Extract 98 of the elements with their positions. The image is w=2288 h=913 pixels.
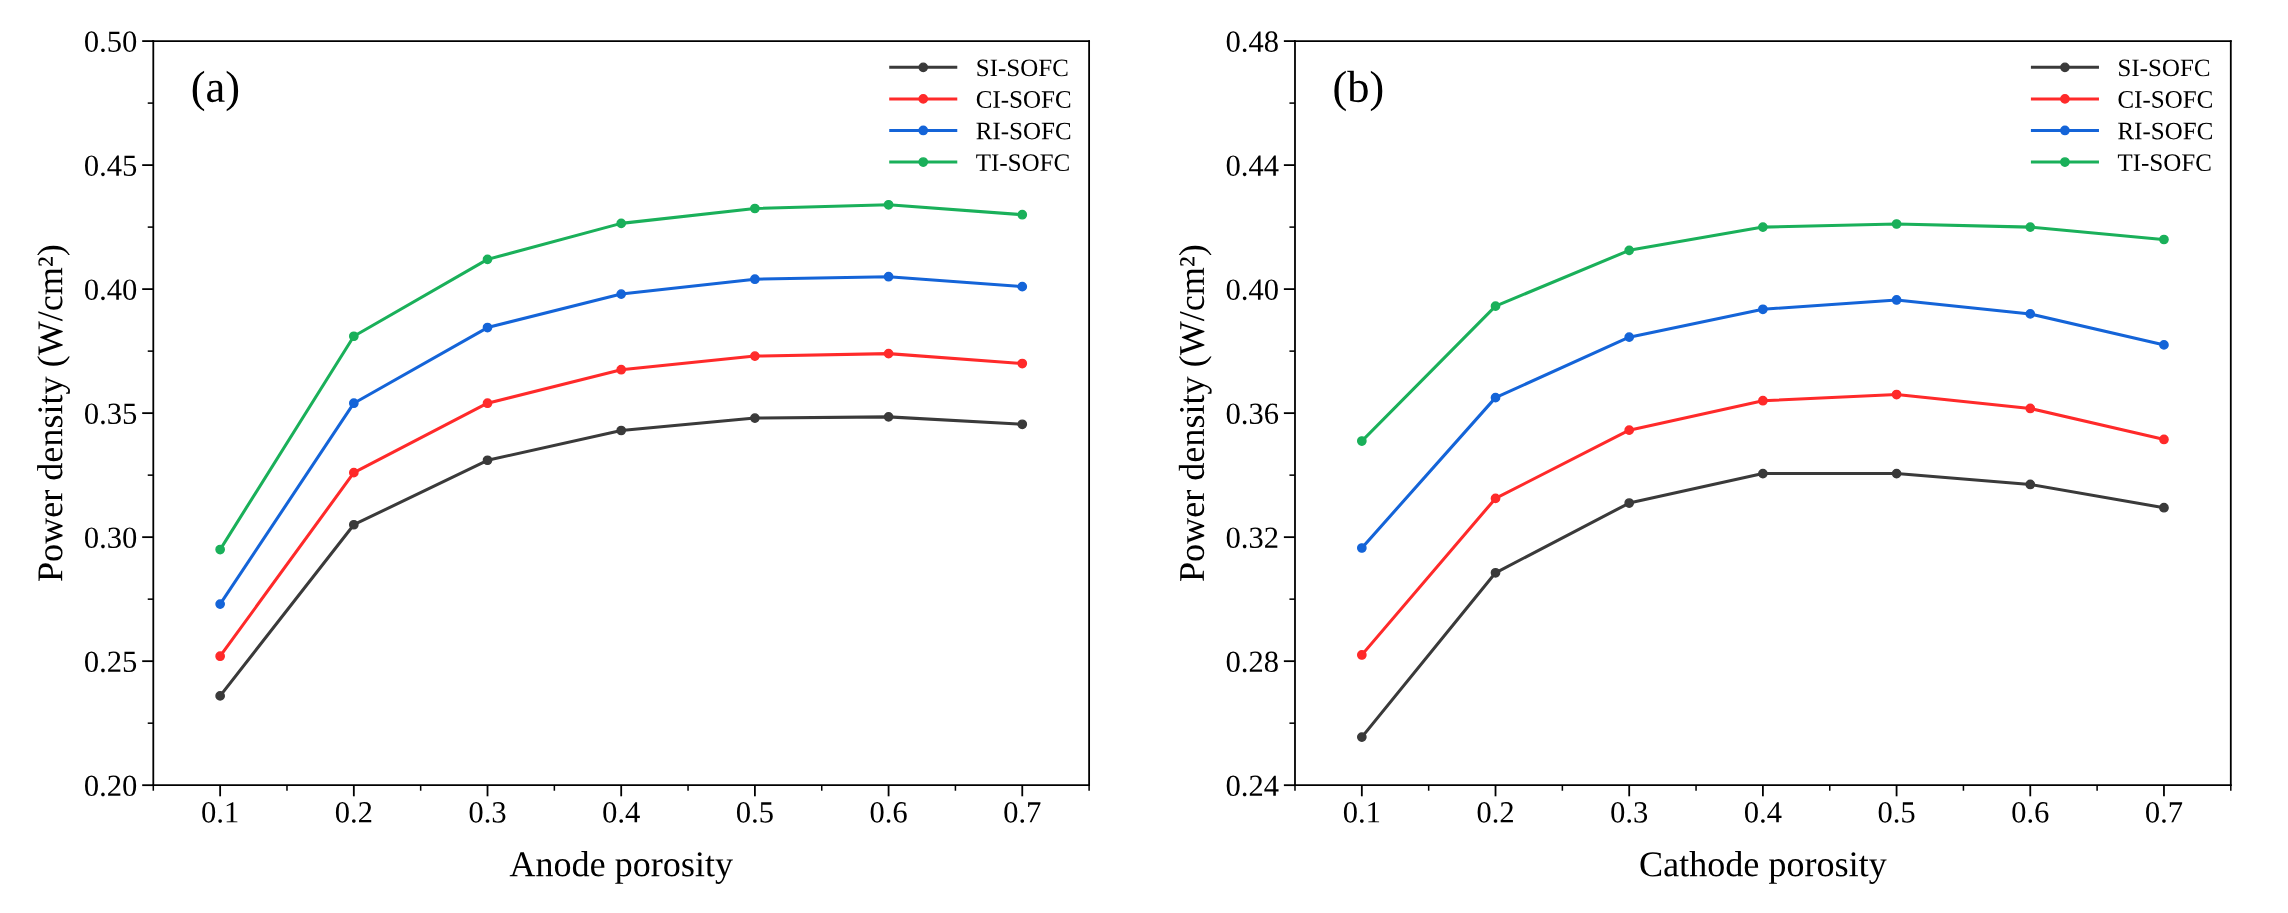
point [2159, 340, 2169, 350]
legend-label: RI-SOFC [2118, 122, 2212, 140]
point [1356, 732, 1367, 742]
point [750, 413, 760, 423]
y-tick-label: 0.36 [1226, 403, 1279, 425]
y-tick-label: 0.50 [85, 31, 137, 53]
point [616, 289, 627, 299]
x-tick-label: 0.1 [202, 802, 238, 823]
point [1758, 304, 1768, 315]
y-tick-label: 0.20 [85, 775, 137, 797]
x-tick-label: 0.5 [1878, 802, 1915, 823]
point [1356, 650, 1367, 660]
legend-label: RI-SOFC [976, 122, 1071, 140]
y-tick-label: 0.32 [1226, 527, 1278, 549]
y-tick-label: 0.44 [1226, 155, 1279, 177]
legend-label: TI-SOFC [976, 154, 1069, 172]
point [2159, 502, 2169, 513]
point [2025, 403, 2036, 414]
x-tick-label: 0.2 [335, 802, 372, 823]
point [883, 411, 894, 422]
point [616, 425, 627, 436]
legend-label: CI-SOFC [2118, 91, 2212, 108]
point [1017, 358, 1028, 369]
point [1490, 493, 1501, 504]
legend-label: CI-SOFC [976, 91, 1071, 108]
x-tick-label: 0.4 [603, 802, 640, 823]
point [1624, 498, 1635, 508]
point [2159, 234, 2169, 245]
point [482, 322, 493, 333]
x-tick-label: 0.5 [736, 802, 773, 823]
x-axis-title: Cathode porosity [1640, 851, 1887, 884]
x-tick-label: 0.3 [469, 802, 506, 823]
point [1490, 567, 1501, 578]
y-axis-title: Power density (W/cm²) [1178, 245, 1212, 581]
point [616, 364, 627, 375]
point [750, 203, 760, 214]
y-tick-label: 0.25 [85, 651, 137, 673]
point [2025, 222, 2036, 232]
y-axis-title: Power density (W/cm²) [37, 245, 70, 581]
annotation: (b) [1334, 70, 1383, 112]
y-tick-label: 0.40 [1226, 279, 1278, 301]
point [215, 651, 226, 662]
x-tick-label: 0.6 [2012, 802, 2049, 823]
legend-label: SI-SOFC [977, 59, 1068, 77]
point [1891, 295, 1902, 305]
point [1356, 436, 1367, 446]
legend-label: TI-SOFC [2117, 154, 2211, 172]
point [1490, 392, 1501, 403]
point [1758, 395, 1768, 406]
point [1758, 222, 1768, 232]
y-tick-label: 0.40 [85, 279, 137, 301]
legend-label: SI-SOFC [2119, 59, 2210, 77]
point [1624, 332, 1635, 343]
point [482, 398, 493, 409]
annotation: (a) [192, 70, 239, 112]
x-axis-title: Anode porosity [509, 851, 733, 884]
point [215, 691, 226, 701]
point [348, 467, 359, 478]
x-tick-label: 0.2 [1477, 802, 1513, 823]
point [348, 519, 359, 530]
point [1891, 219, 1902, 229]
point [215, 599, 226, 609]
point [1490, 301, 1501, 312]
point [616, 218, 627, 229]
point [1017, 281, 1028, 292]
point [750, 274, 760, 285]
x-tick-label: 0.1 [1343, 802, 1380, 823]
y-tick-label: 0.35 [85, 403, 137, 425]
point [215, 544, 226, 555]
x-tick-label: 0.4 [1744, 802, 1782, 823]
point [1017, 419, 1028, 430]
point [883, 199, 894, 210]
point [1356, 543, 1367, 553]
point [2159, 434, 2169, 445]
point [1891, 468, 1902, 479]
x-tick-label: 0.3 [1611, 802, 1648, 823]
point [1891, 389, 1902, 400]
point [883, 271, 894, 282]
point [348, 331, 359, 342]
y-tick-label: 0.45 [85, 155, 137, 177]
point [1624, 425, 1635, 436]
x-tick-label: 0.6 [870, 802, 907, 823]
point [1624, 245, 1635, 256]
y-tick-label: 0.48 [1226, 31, 1278, 53]
point [883, 348, 894, 359]
point [2025, 309, 2036, 319]
point [750, 351, 760, 361]
point [1758, 468, 1768, 479]
y-tick-label: 0.28 [1226, 651, 1278, 673]
x-tick-label: 0.7 [2146, 802, 2183, 823]
y-tick-label: 0.30 [85, 527, 137, 549]
point [482, 254, 493, 265]
point [2025, 479, 2036, 490]
x-tick-label: 0.7 [1004, 802, 1041, 823]
point [482, 455, 493, 466]
point [1017, 209, 1028, 220]
y-tick-label: 0.24 [1226, 775, 1279, 797]
point [348, 398, 359, 409]
